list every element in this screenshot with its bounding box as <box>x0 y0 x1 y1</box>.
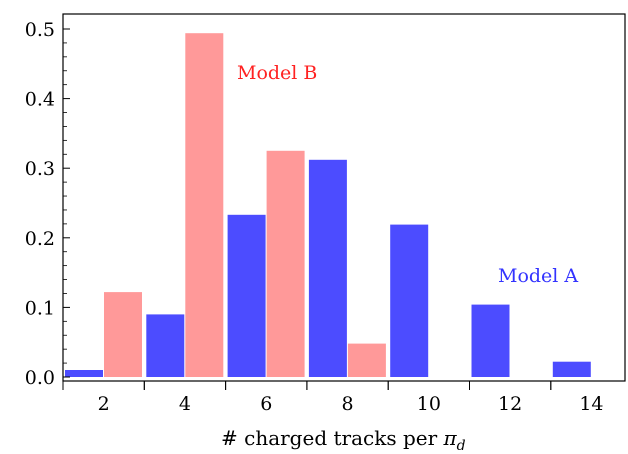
bar-model-a-8 <box>308 159 347 377</box>
series-label-model-a: Model A <box>498 265 578 287</box>
x-axis-title-symbol: π <box>443 426 458 450</box>
bar-model-a-6 <box>227 214 266 377</box>
x-tick-label-6: 6 <box>260 393 272 415</box>
bar-model-a-12 <box>471 304 510 377</box>
x-axis-title-main: # charged tracks per <box>221 426 444 450</box>
bar-model-b-6 <box>266 150 305 377</box>
bar-model-b-4 <box>185 33 224 377</box>
bar-model-a-14 <box>552 361 591 377</box>
x-axis-title-subscript: d <box>457 438 466 454</box>
x-tick-label-10: 10 <box>417 393 441 415</box>
bar-model-b-2 <box>104 292 142 377</box>
y-tick-label: 0.0 <box>25 367 55 389</box>
x-tick-label-14: 14 <box>579 393 603 415</box>
series-label-model-b: Model B <box>237 62 317 84</box>
x-axis: 2 4 6 8 10 12 14 <box>62 381 604 415</box>
plot-frame <box>62 13 626 382</box>
y-tick-label: 0.3 <box>25 158 55 180</box>
x-tick-label-4: 4 <box>179 393 191 415</box>
y-tick-label: 0.4 <box>25 89 55 111</box>
bar-model-a-4 <box>146 314 185 377</box>
bar-model-a-10 <box>390 224 429 377</box>
y-tick-label: 0.1 <box>25 297 55 319</box>
x-tick-label-2: 2 <box>98 393 110 415</box>
x-tick-label-8: 8 <box>342 393 354 415</box>
x-axis-title: # charged tracks per πd <box>221 426 466 454</box>
bar-model-a-2 <box>65 370 103 377</box>
bars-group <box>65 33 591 377</box>
y-axis: 0.0 0.1 0.2 0.3 0.4 0.5 <box>25 19 70 389</box>
y-tick-label: 0.2 <box>25 228 55 250</box>
x-tick-label-12: 12 <box>498 393 522 415</box>
bar-model-b-8 <box>347 343 386 377</box>
y-tick-label: 0.5 <box>25 19 55 41</box>
